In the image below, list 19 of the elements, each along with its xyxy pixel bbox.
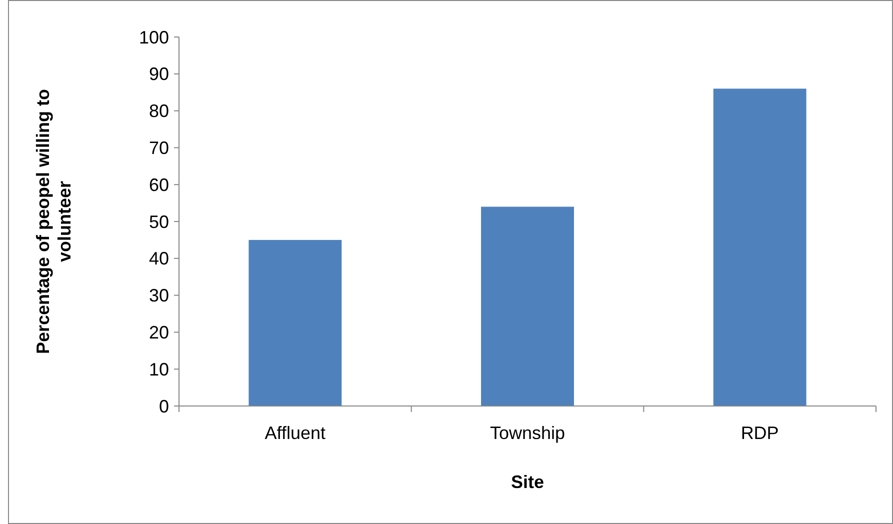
- y-tick-label: 90: [148, 64, 169, 84]
- y-tick-label: 100: [138, 27, 169, 48]
- y-tick-label: 60: [148, 174, 169, 195]
- y-tick-label: 80: [148, 101, 169, 122]
- bar: [248, 240, 342, 406]
- y-tick-label: 40: [148, 248, 169, 269]
- y-tick-label: 0: [158, 396, 169, 416]
- y-tick-label: 20: [148, 322, 169, 342]
- y-axis-title: Percentage of peopel willing to volunteer: [33, 88, 75, 354]
- y-tick-label: 30: [148, 286, 169, 306]
- x-tick-label: RDP: [740, 423, 779, 443]
- y-tick-label: 10: [148, 359, 169, 380]
- x-tick-label: Township: [490, 423, 566, 443]
- x-axis-title: Site: [510, 472, 544, 492]
- bar: [713, 88, 806, 406]
- x-tick-label: Affluent: [264, 423, 326, 443]
- y-tick-label: 50: [148, 212, 169, 232]
- bar: [481, 206, 574, 406]
- y-tick-label: 70: [148, 138, 169, 158]
